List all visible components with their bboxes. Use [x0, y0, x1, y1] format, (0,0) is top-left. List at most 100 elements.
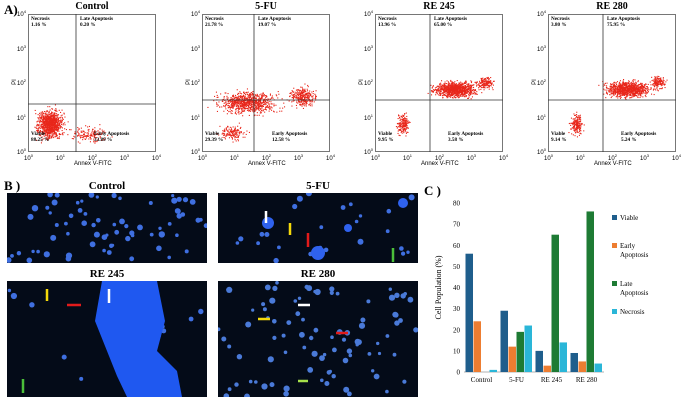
scatter-point: [237, 102, 239, 104]
scatter-point: [236, 101, 238, 103]
y-tick-label: 103: [537, 43, 546, 53]
scatter-point: [576, 119, 578, 121]
scatter-point: [614, 90, 616, 92]
scatter-point: [57, 128, 59, 130]
scatter-point: [480, 88, 482, 90]
scatter-point: [56, 135, 58, 137]
scatter-point: [293, 94, 295, 96]
scatter-point: [476, 93, 478, 95]
scatter-point: [291, 97, 293, 99]
scatter-point: [403, 120, 405, 122]
scatter-point: [46, 127, 48, 129]
scatter-point: [610, 85, 612, 87]
scatter-point: [57, 124, 59, 126]
scatter-point: [405, 121, 407, 123]
scatter-point: [230, 97, 232, 99]
scatter-point: [491, 82, 493, 84]
scatter-point: [237, 130, 239, 132]
scatter-point: [41, 117, 43, 119]
scatter-point: [448, 91, 450, 93]
scatter-point: [245, 103, 247, 105]
scatter-point: [239, 103, 241, 105]
scatter-point: [315, 98, 317, 100]
scatter-point: [94, 129, 96, 131]
scatter-point: [56, 124, 58, 126]
scatter-point: [619, 92, 621, 94]
scatter-point: [47, 135, 49, 137]
scatter-point: [281, 98, 283, 100]
scatter-point: [478, 89, 480, 91]
scatter-point: [234, 137, 236, 139]
scatter-point: [403, 125, 405, 127]
scatter-point: [38, 118, 40, 120]
scatter-point: [268, 100, 270, 102]
scatter-point: [639, 84, 641, 86]
scatter-point: [624, 90, 626, 92]
scatter-point: [46, 118, 48, 120]
scatter-point: [58, 121, 60, 123]
scatter-point: [250, 97, 252, 99]
scatter-point: [615, 89, 617, 91]
scatter-point: [103, 139, 105, 141]
scatter-point: [55, 117, 57, 119]
scatter-point: [654, 82, 656, 84]
scatter-point: [47, 137, 49, 139]
scatter-point: [61, 119, 63, 121]
scatter-point: [657, 85, 659, 87]
scatter-point: [406, 131, 408, 133]
scatter-point: [90, 133, 92, 135]
scatter-point: [239, 92, 241, 94]
scatter-point: [304, 97, 306, 99]
scatter-point: [570, 124, 572, 126]
scatter-point: [452, 89, 454, 91]
scatter-point: [613, 92, 615, 94]
scatter-point: [625, 87, 627, 89]
scatter-point: [43, 130, 45, 132]
scatter-point: [247, 98, 249, 100]
quadrant-name: Necrosis: [205, 16, 224, 22]
scatter-point: [69, 129, 71, 131]
scatter-point: [282, 107, 284, 109]
scatter-point: [45, 129, 47, 131]
quadrant-necrosis-label: Necrosis 21.78 %: [205, 16, 224, 29]
scatter-point: [56, 115, 58, 117]
scatter-point: [44, 123, 46, 125]
scatter-point: [616, 88, 618, 90]
scatter-point: [447, 84, 449, 86]
scatter-point: [470, 80, 472, 82]
scatter-point: [441, 84, 443, 86]
scatter-point: [50, 115, 52, 117]
scatter-point: [251, 105, 253, 107]
scatter-point: [470, 93, 472, 95]
scatter-point: [220, 93, 222, 95]
scatter-point: [226, 113, 228, 115]
scatter-point: [303, 89, 305, 91]
scatter-point: [58, 117, 60, 119]
nucleus: [323, 247, 329, 253]
scatter-point: [308, 95, 310, 97]
scatter-point: [233, 130, 235, 132]
scatter-point: [448, 88, 450, 90]
scatter-point: [659, 79, 661, 81]
scatter-point: [249, 97, 251, 99]
scatter-point: [467, 84, 469, 86]
scatter-point: [94, 141, 96, 143]
scatter-point: [261, 95, 263, 97]
scatter-point: [246, 109, 248, 111]
scatter-point: [244, 105, 246, 107]
scatter-point: [51, 120, 53, 122]
scatter-point: [402, 119, 404, 121]
scatter-point: [224, 138, 226, 140]
scatter-point: [53, 125, 55, 127]
quadrant-early-label: Early Apoptosis 3.58 %: [448, 131, 483, 144]
nucleus: [175, 208, 181, 214]
scatter-point: [402, 119, 404, 121]
scatter-point: [235, 110, 237, 112]
scatter-point: [49, 123, 51, 125]
scatter-point: [234, 128, 236, 130]
scatter-point: [617, 92, 619, 94]
scatter-point: [400, 115, 402, 117]
scatter-point: [449, 84, 451, 86]
scatter-point: [483, 83, 485, 85]
scatter-point: [462, 90, 464, 92]
